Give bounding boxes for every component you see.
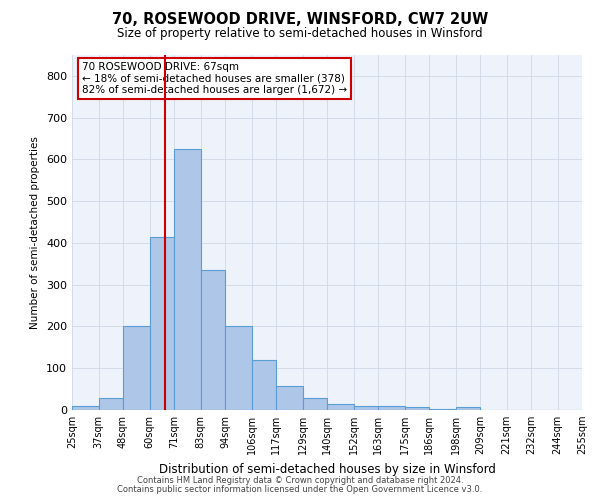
Bar — [72, 406, 98, 410]
Bar — [98, 398, 123, 410]
Bar — [225, 326, 251, 410]
Bar — [429, 408, 455, 410]
Bar — [174, 149, 200, 410]
Bar — [455, 406, 480, 410]
Text: 70, ROSEWOOD DRIVE, WINSFORD, CW7 2UW: 70, ROSEWOOD DRIVE, WINSFORD, CW7 2UW — [112, 12, 488, 28]
Bar — [404, 408, 429, 410]
Text: 70 ROSEWOOD DRIVE: 67sqm
← 18% of semi-detached houses are smaller (378)
82% of : 70 ROSEWOOD DRIVE: 67sqm ← 18% of semi-d… — [82, 62, 347, 96]
Text: Contains public sector information licensed under the Open Government Licence v3: Contains public sector information licen… — [118, 485, 482, 494]
Bar — [123, 326, 149, 410]
X-axis label: Distribution of semi-detached houses by size in Winsford: Distribution of semi-detached houses by … — [158, 462, 496, 475]
Bar — [251, 360, 276, 410]
Text: Contains HM Land Registry data © Crown copyright and database right 2024.: Contains HM Land Registry data © Crown c… — [137, 476, 463, 485]
Bar — [200, 270, 225, 410]
Bar — [378, 406, 404, 410]
Bar — [302, 398, 327, 410]
Bar — [149, 236, 174, 410]
Text: Size of property relative to semi-detached houses in Winsford: Size of property relative to semi-detach… — [117, 28, 483, 40]
Bar — [327, 404, 353, 410]
Bar — [353, 406, 378, 410]
Y-axis label: Number of semi-detached properties: Number of semi-detached properties — [31, 136, 40, 329]
Bar — [276, 386, 302, 410]
